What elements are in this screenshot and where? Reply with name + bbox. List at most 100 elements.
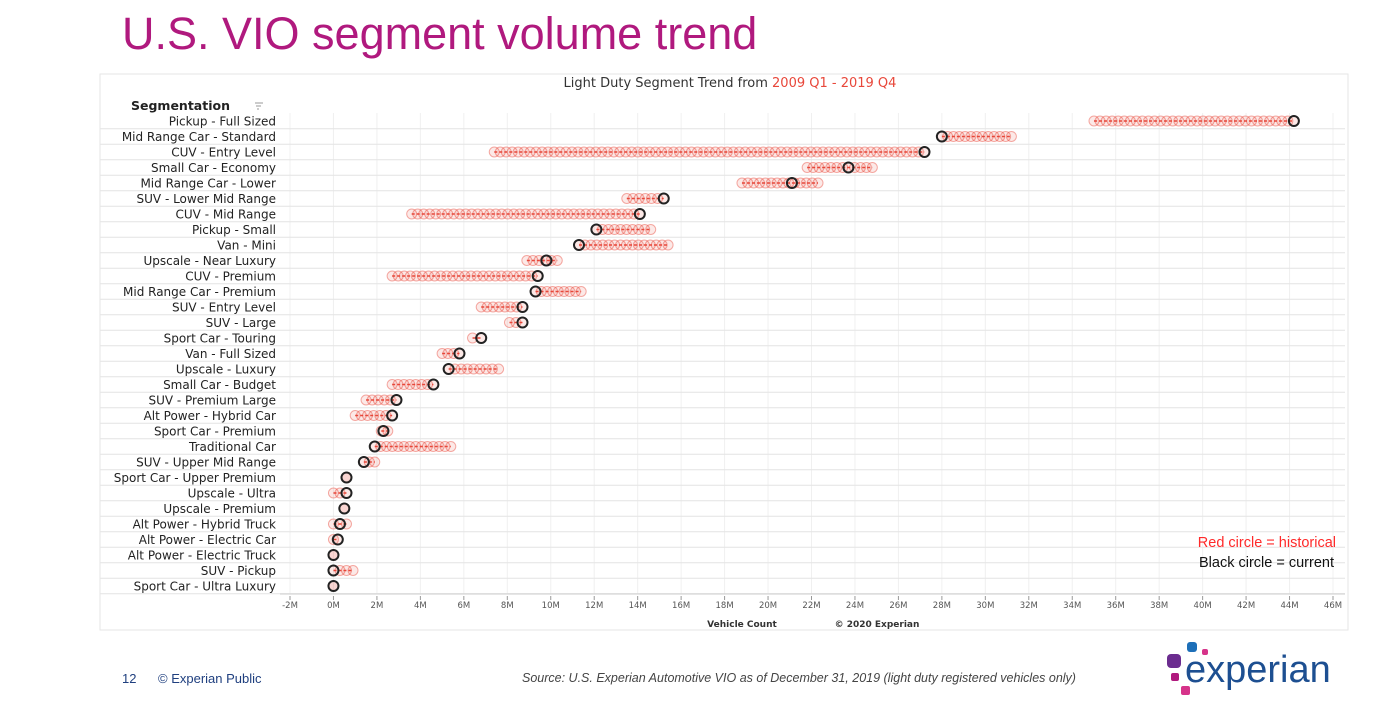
x-tick-label: 4M	[414, 601, 427, 611]
historical-point	[1167, 115, 1179, 127]
historical-point	[1094, 115, 1106, 127]
current-point	[377, 425, 390, 437]
historical-point	[829, 146, 841, 158]
historical-point	[817, 146, 829, 158]
historical-point	[994, 131, 1006, 142]
historical-point	[499, 301, 511, 313]
historical-point	[853, 146, 865, 158]
historical-point	[895, 146, 907, 158]
historical-point	[461, 363, 473, 375]
historical-point	[493, 363, 505, 375]
segment-label: CUV - Premium	[185, 270, 276, 284]
historical-point	[551, 255, 563, 266]
historical-point	[697, 146, 709, 158]
historical-point	[503, 317, 515, 328]
historical-point	[602, 146, 614, 158]
current-point	[531, 270, 544, 282]
historical-point	[1239, 115, 1251, 127]
historical-point	[1197, 115, 1209, 127]
segment-label: Pickup - Full Sized	[169, 115, 276, 129]
historical-point	[494, 146, 506, 158]
historical-point	[435, 270, 447, 282]
historical-point	[1227, 115, 1239, 127]
current-point	[516, 301, 529, 313]
historical-point	[483, 270, 495, 282]
logo-wordmark: experian	[1185, 649, 1331, 691]
historical-point	[860, 162, 872, 173]
historical-point	[757, 146, 769, 158]
segment-row: Upscale - Ultra	[188, 487, 353, 501]
current-point	[340, 487, 353, 499]
historical-point	[512, 146, 524, 158]
historical-point	[558, 286, 570, 297]
historical-point	[455, 363, 467, 375]
x-tick-label: 16M	[672, 601, 690, 611]
historical-point	[1142, 115, 1154, 127]
historical-point	[742, 177, 754, 189]
classification-label: © Experian Public	[158, 671, 262, 686]
row-header: Segmentation	[131, 98, 230, 113]
segment-row: Sport Car - Ultra Luxury	[134, 580, 340, 594]
historical-point	[556, 208, 568, 220]
segment-label: SUV - Lower Mid Range	[137, 192, 276, 206]
historical-point	[550, 208, 562, 220]
historical-point	[527, 255, 539, 266]
x-tick-label: 30M	[976, 601, 994, 611]
sort-icon[interactable]	[255, 102, 263, 110]
historical-point	[759, 177, 771, 189]
segment-row: Small Car - Economy	[151, 161, 878, 175]
historical-point	[392, 441, 404, 452]
historical-point	[622, 208, 634, 220]
historical-point	[372, 394, 384, 406]
historical-point	[610, 208, 622, 220]
historical-point	[800, 177, 812, 189]
historical-point	[1136, 115, 1148, 127]
historical-point	[748, 177, 760, 189]
x-tick-label: -2M	[282, 601, 298, 611]
historical-point	[865, 146, 877, 158]
x-tick-label: 8M	[501, 601, 514, 611]
historical-point	[739, 146, 751, 158]
historical-point	[421, 441, 433, 452]
historical-point	[811, 146, 823, 158]
segment-label: Mid Range Car - Lower	[140, 177, 276, 191]
historical-point	[541, 286, 553, 297]
segment-row: Mid Range Car - Premium	[123, 285, 587, 299]
historical-point	[433, 441, 445, 452]
current-point	[327, 580, 340, 592]
historical-point	[1185, 115, 1197, 127]
current-point	[657, 192, 670, 205]
historical-point	[1276, 115, 1288, 127]
historical-point	[562, 208, 574, 220]
historical-point	[819, 162, 831, 173]
historical-point	[424, 208, 436, 220]
historical-point	[532, 208, 544, 220]
historical-point	[584, 146, 596, 158]
historical-point	[1155, 115, 1167, 127]
historical-point	[727, 146, 739, 158]
segment-label: SUV - Entry Level	[172, 301, 276, 315]
historical-point	[854, 162, 866, 173]
historical-point	[506, 146, 518, 158]
historical-point	[416, 441, 428, 452]
historical-point	[349, 410, 361, 421]
current-point	[785, 177, 798, 189]
x-tick-label: 28M	[933, 601, 951, 611]
current-point	[475, 332, 488, 344]
historical-point	[478, 208, 490, 220]
segment-row: Upscale - Luxury	[176, 363, 505, 377]
historical-point	[471, 270, 483, 282]
x-tick-label: 40M	[1194, 601, 1212, 611]
historical-point	[489, 270, 501, 282]
current-point	[918, 146, 931, 158]
segment-label: Small Car - Economy	[151, 161, 276, 175]
historical-point	[518, 146, 530, 158]
historical-point	[447, 270, 459, 282]
segment-row: Alt Power - Electric Car	[139, 533, 344, 547]
segment-label: Alt Power - Electric Truck	[128, 549, 276, 563]
segment-label: SUV - Pickup	[201, 564, 276, 578]
historical-point	[398, 270, 410, 282]
historical-point	[745, 146, 757, 158]
x-tick-label: 32M	[1020, 601, 1038, 611]
